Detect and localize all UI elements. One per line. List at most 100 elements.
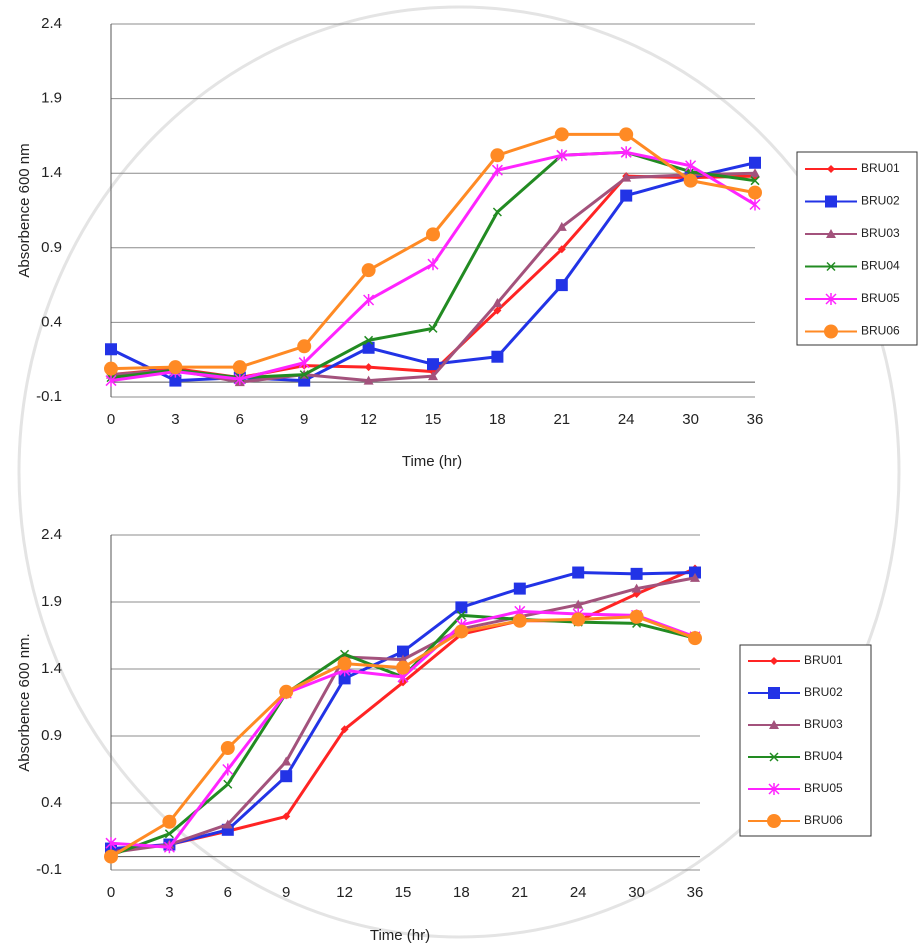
marker xyxy=(104,850,118,864)
legend-box xyxy=(740,645,871,836)
legend-label: BRU02 xyxy=(804,685,843,699)
x-tick-label: 36 xyxy=(687,884,704,901)
marker xyxy=(105,343,117,355)
y-tick-label: 1.4 xyxy=(41,164,62,181)
marker xyxy=(768,687,780,699)
x-tick-label: 0 xyxy=(107,884,115,901)
marker xyxy=(490,148,504,162)
y-tick-label: 0.4 xyxy=(41,313,62,330)
y-tick-label: 1.4 xyxy=(41,660,62,677)
y-tick-label: 2.4 xyxy=(41,526,62,543)
x-tick-label: 12 xyxy=(360,411,377,428)
x-tick-label: 6 xyxy=(236,411,244,428)
marker xyxy=(338,657,352,671)
marker xyxy=(749,157,761,169)
series-line xyxy=(111,176,755,377)
y-axis-title: Absorbence 600 nm. xyxy=(16,633,33,771)
x-tick-label: 15 xyxy=(425,411,442,428)
marker xyxy=(297,339,311,353)
marker xyxy=(427,358,439,370)
marker xyxy=(162,815,176,829)
marker xyxy=(223,764,233,776)
x-tick-label: 18 xyxy=(489,411,506,428)
x-tick-label: 30 xyxy=(682,411,699,428)
x-tick-label: 21 xyxy=(553,411,570,428)
marker xyxy=(364,294,374,306)
x-tick-label: 0 xyxy=(107,411,115,428)
marker xyxy=(491,351,503,363)
series-line xyxy=(111,163,755,381)
marker xyxy=(619,127,633,141)
legend-label: BRU06 xyxy=(861,324,900,338)
marker xyxy=(454,624,468,638)
marker xyxy=(688,631,702,645)
legend-label: BRU05 xyxy=(861,291,900,305)
y-tick-label: 2.4 xyxy=(41,15,62,32)
x-tick-label: 6 xyxy=(224,884,232,901)
marker xyxy=(748,186,762,200)
x-tick-label: 21 xyxy=(511,884,528,901)
legend-box xyxy=(797,152,917,345)
marker xyxy=(428,258,438,270)
x-tick-label: 36 xyxy=(747,411,764,428)
marker xyxy=(631,568,643,580)
y-tick-label: 0.4 xyxy=(41,794,62,811)
series-line xyxy=(111,134,755,368)
legend-label: BRU01 xyxy=(804,653,843,667)
x-tick-label: 3 xyxy=(171,411,179,428)
marker xyxy=(280,770,292,782)
legend-label: BRU06 xyxy=(804,813,843,827)
legend: BRU01 BRU02 BRU03 BRU04 BRU05 BRU06 xyxy=(797,152,917,345)
x-tick-label: 9 xyxy=(300,411,308,428)
marker xyxy=(221,741,235,755)
marker xyxy=(514,583,526,595)
y-tick-label: 1.9 xyxy=(41,593,62,610)
marker xyxy=(365,363,373,371)
y-tick-label: 0.9 xyxy=(41,727,62,744)
marker xyxy=(825,196,837,208)
legend-label: BRU03 xyxy=(861,226,900,240)
marker xyxy=(426,227,440,241)
marker xyxy=(767,814,781,828)
x-tick-label: 18 xyxy=(453,884,470,901)
legend-label: BRU04 xyxy=(804,749,843,763)
y-tick-label: -0.1 xyxy=(36,861,62,878)
marker xyxy=(555,127,569,141)
marker xyxy=(233,360,247,374)
marker xyxy=(168,360,182,374)
x-tick-label: 3 xyxy=(165,884,173,901)
legend-label: BRU03 xyxy=(804,717,843,731)
x-tick-label: 9 xyxy=(282,884,290,901)
legend-label: BRU01 xyxy=(861,161,900,175)
legend-label: BRU04 xyxy=(861,259,900,273)
page: -0.10.40.91.41.92.4036912151821243036Tim… xyxy=(0,0,918,945)
y-tick-label: 0.9 xyxy=(41,239,62,256)
x-tick-label: 24 xyxy=(570,884,587,901)
marker xyxy=(513,614,527,628)
marker xyxy=(620,190,632,202)
marker xyxy=(556,279,568,291)
marker xyxy=(571,612,585,626)
marker xyxy=(572,567,584,579)
marker xyxy=(224,780,232,788)
x-tick-label: 30 xyxy=(628,884,645,901)
marker xyxy=(630,610,644,624)
marker xyxy=(824,325,838,339)
x-tick-label: 24 xyxy=(618,411,635,428)
legend-label: BRU02 xyxy=(861,194,900,208)
y-tick-label: -0.1 xyxy=(36,388,62,405)
x-tick-label: 15 xyxy=(395,884,412,901)
x-tick-label: 12 xyxy=(336,884,353,901)
x-axis-title: Time (hr) xyxy=(370,927,430,944)
marker xyxy=(455,601,467,613)
marker xyxy=(750,199,760,211)
marker xyxy=(279,685,293,699)
series-line xyxy=(111,173,755,382)
marker xyxy=(396,661,410,675)
marker xyxy=(104,362,118,376)
marker xyxy=(684,174,698,188)
marker xyxy=(362,263,376,277)
y-tick-label: 1.9 xyxy=(41,90,62,107)
x-axis-title: Time (hr) xyxy=(402,453,462,470)
